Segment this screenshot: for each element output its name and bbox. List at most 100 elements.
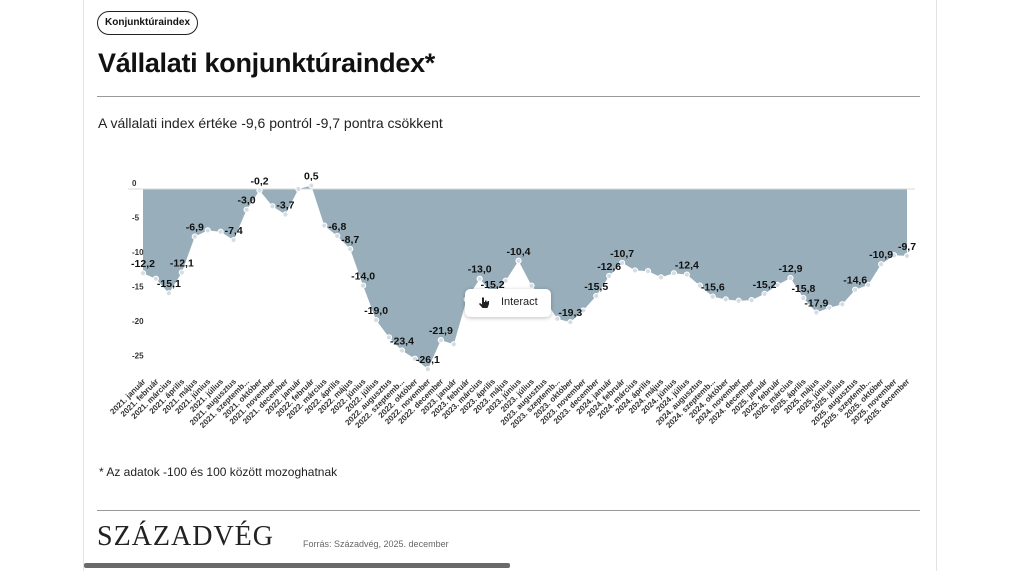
data-point[interactable] [644,268,652,275]
data-label: -15,2 [753,279,777,291]
data-point[interactable] [321,222,328,229]
data-label: -10,9 [869,249,893,261]
data-point[interactable] [269,203,276,210]
data-point[interactable] [903,252,911,260]
y-tick-label: -15 [132,283,144,292]
data-point[interactable] [528,282,535,289]
data-label: -7,4 [225,225,243,237]
data-label: -19,3 [558,307,582,319]
data-point[interactable] [515,257,522,264]
data-label: -17,9 [804,298,828,310]
data-point[interactable] [217,228,224,235]
category-badge[interactable]: Konjunktúraindex [97,11,199,35]
data-point[interactable] [593,292,600,300]
data-point[interactable] [476,275,483,282]
data-point[interactable] [372,317,380,324]
data-label: -21,9 [429,325,453,337]
data-point[interactable] [774,281,781,289]
data-point[interactable] [204,227,211,234]
data-point[interactable] [839,301,846,308]
data-point[interactable] [826,304,833,311]
data-label: -12,6 [597,261,621,273]
divider [97,510,920,511]
data-label: -3,0 [238,195,256,207]
y-tick-label: -25 [132,352,144,361]
data-point[interactable] [761,290,768,297]
data-point[interactable] [631,267,639,274]
data-point[interactable] [295,185,302,193]
page-title: Vállalati konjunktúraindex* [98,48,435,78]
data-point[interactable] [787,274,794,282]
series-area [143,185,907,370]
data-point[interactable] [450,341,457,348]
y-tick-label: -5 [132,214,140,223]
hand-pointer-icon [475,294,493,312]
data-point[interactable] [800,294,807,302]
data-label: -10,4 [507,246,531,258]
data-label: -6,8 [328,221,346,233]
data-point[interactable] [502,277,509,284]
data-label: -13,0 [468,264,492,276]
interact-label: Interact [501,296,538,308]
data-point[interactable] [282,211,289,218]
data-point[interactable] [360,282,367,289]
data-label: -14,0 [351,271,375,283]
data-point[interactable] [696,282,703,289]
data-label: -23,4 [390,335,414,347]
data-point[interactable] [178,269,185,276]
horizontal-scrollbar[interactable] [84,563,510,568]
data-label: -6,9 [186,222,204,234]
data-point[interactable] [813,309,820,316]
data-point[interactable] [735,297,742,304]
data-point[interactable] [722,296,729,303]
divider [97,96,920,97]
data-point[interactable] [580,307,587,314]
data-label: -15,6 [701,282,725,294]
data-label: -14,6 [843,275,867,287]
data-point[interactable] [683,271,690,278]
data-label: 0,5 [304,171,319,183]
data-point[interactable] [230,236,237,244]
data-point[interactable] [165,290,172,297]
data-label: -12,1 [170,257,194,269]
data-label: -3,7 [276,200,294,212]
data-point[interactable] [748,296,755,304]
data-point[interactable] [152,275,160,282]
data-point[interactable] [256,187,263,194]
data-point[interactable] [334,232,341,240]
data-label: -19,0 [364,305,388,317]
data-label: -15,5 [584,281,608,293]
data-point[interactable] [437,337,444,344]
interact-button[interactable]: Interact [465,289,551,317]
publisher-logo: SZÁZADVÉG [97,521,274,552]
data-label: -15,8 [791,283,815,295]
data-point[interactable] [670,270,678,277]
source-note: Forrás: Századvég, 2025. december [303,539,449,549]
data-point[interactable] [878,261,885,268]
data-point[interactable] [191,233,198,240]
data-label: -0,2 [250,175,268,187]
data-point[interactable] [139,270,147,277]
data-label: -26,1 [416,354,440,366]
data-label: -12,2 [131,258,155,270]
data-point[interactable] [852,286,859,293]
footnote: * Az adatok -100 és 100 között mozoghatn… [99,465,338,479]
data-label: -15,1 [157,278,181,290]
data-point[interactable] [424,365,431,373]
data-point[interactable] [398,347,406,354]
data-point[interactable] [243,206,250,213]
data-point[interactable] [890,252,898,259]
data-point[interactable] [709,293,716,300]
data-point[interactable] [411,355,419,362]
data-point[interactable] [865,281,872,289]
data-point[interactable] [606,272,613,280]
data-label: -15,2 [481,279,505,291]
data-point[interactable] [554,315,561,322]
data-point[interactable] [619,259,626,266]
data-point[interactable] [385,334,393,341]
data-point[interactable] [657,274,665,281]
data-point[interactable] [347,245,354,253]
data-point[interactable] [567,319,574,326]
data-point[interactable] [308,182,315,189]
